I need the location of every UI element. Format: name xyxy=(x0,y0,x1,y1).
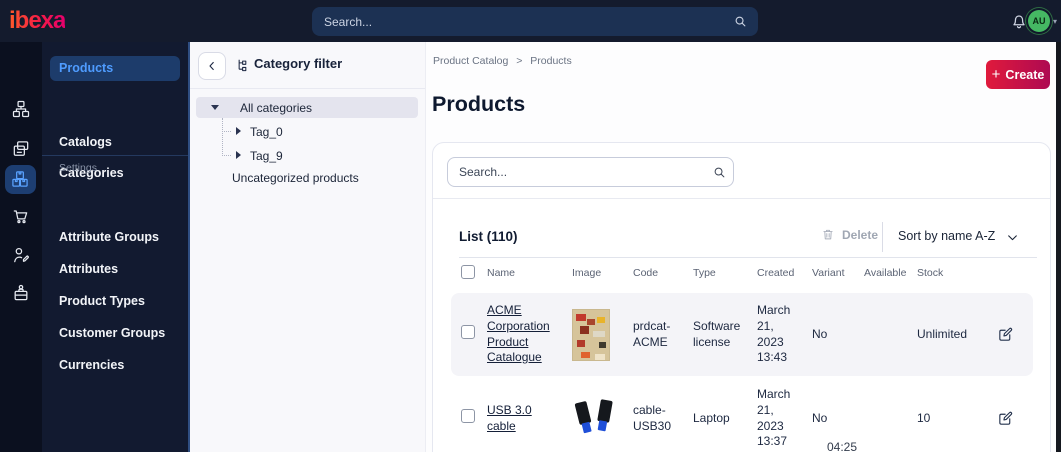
sidebar-item-products[interactable]: Products xyxy=(50,56,180,81)
column-header-available: Available xyxy=(864,267,907,280)
customers-icon[interactable] xyxy=(11,245,31,265)
search-icon xyxy=(733,14,748,29)
row-checkbox[interactable] xyxy=(461,409,475,424)
tree-item-all-categories[interactable]: All categories xyxy=(196,97,418,118)
create-button-label: Create xyxy=(1005,67,1045,82)
notifications-bell-icon[interactable] xyxy=(1009,11,1029,31)
breadcrumb-product-catalog[interactable]: Product Catalog xyxy=(433,55,509,67)
table-row: USB 3.0 cable cable-USB30 Laptop March 2… xyxy=(451,377,1033,452)
cart-icon[interactable] xyxy=(11,206,31,226)
card-divider xyxy=(433,198,1050,199)
product-code: cable-USB30 xyxy=(633,402,672,433)
column-header-image: Image xyxy=(572,267,602,280)
category-tree-icon xyxy=(236,58,250,72)
page-title: Products xyxy=(432,92,526,116)
sidebar-item-customer-groups[interactable]: Customer Groups xyxy=(59,326,166,340)
sort-dropdown[interactable]: Sort by name A-Z xyxy=(898,229,1017,243)
sidebar-menu: Products Catalogs Categories Settings At… xyxy=(42,42,190,452)
product-name-link[interactable]: USB 3.0 cable xyxy=(487,402,532,433)
sidebar-section-label: Settings xyxy=(59,162,97,174)
chevron-down-icon xyxy=(1006,231,1019,244)
search-icon xyxy=(712,165,727,180)
sidebar-item-catalogs[interactable]: Catalogs xyxy=(59,135,112,149)
product-stock: Unlimited xyxy=(917,326,968,341)
trash-icon xyxy=(821,227,835,242)
product-variant: No xyxy=(812,410,828,425)
caret-right-icon[interactable] xyxy=(236,151,241,159)
products-icon xyxy=(10,169,30,189)
toolbar-divider xyxy=(882,222,883,252)
create-button[interactable]: + Create xyxy=(986,60,1050,89)
user-menu-caret-icon[interactable]: ▾ xyxy=(1053,17,1058,26)
delete-button[interactable]: Delete xyxy=(821,227,878,242)
caret-down-icon[interactable] xyxy=(211,105,219,110)
products-list-card: List (110) Delete Sort by name A-Z xyxy=(432,142,1051,452)
list-search-input[interactable] xyxy=(447,157,734,187)
panel-divider xyxy=(190,88,425,89)
table-header-divider xyxy=(459,257,1037,258)
avatar-initials: AU xyxy=(1032,16,1046,26)
tree-guide-stub xyxy=(222,131,231,132)
sidebar-item-label: Products xyxy=(59,61,114,75)
product-thumbnail-usb-cable xyxy=(572,397,618,440)
tree-item-uncategorized-products[interactable]: Uncategorized products xyxy=(232,171,359,185)
plus-icon: + xyxy=(991,66,1001,83)
product-thumbnail-catalogue-cover xyxy=(572,308,610,361)
sidebar-divider xyxy=(42,155,188,156)
category-filter-panel: Category filter All categories Tag_0 Tag… xyxy=(190,42,425,452)
sidebar-item-categories[interactable]: Categories xyxy=(59,166,124,180)
sort-dropdown-label: Sort by name A-Z xyxy=(898,229,996,243)
collapse-panel-button[interactable] xyxy=(198,52,226,80)
product-type: Software license xyxy=(693,318,741,349)
sitemap-icon[interactable] xyxy=(11,99,31,119)
table-row: ACME Corporation Product Catalogue prdca… xyxy=(451,293,1033,376)
breadcrumb-products[interactable]: Products xyxy=(530,55,572,67)
product-stock: 10 xyxy=(917,410,931,425)
product-variant: No xyxy=(812,326,828,341)
main-content: Product Catalog > Products Products + Cr… xyxy=(425,42,1061,452)
column-header-variant: Variant xyxy=(812,267,845,280)
breadcrumb-separator: > xyxy=(516,55,523,67)
sidebar-item-currencies[interactable]: Currencies xyxy=(59,358,125,372)
table-header-row: Name Image Code Type Created Variant Ava… xyxy=(451,258,1033,290)
vertical-scrollbar[interactable] xyxy=(1056,42,1061,452)
product-code: prdcat-ACME xyxy=(633,318,671,349)
row-checkbox[interactable] xyxy=(461,325,475,340)
ibexa-logo: ibexa xyxy=(9,7,66,34)
sidebar-item-product-types[interactable]: Product Types xyxy=(59,294,145,308)
sidebar-item-attributes[interactable]: Attributes xyxy=(59,262,119,276)
products-rail-tab[interactable] xyxy=(5,165,36,194)
column-header-name: Name xyxy=(487,267,516,280)
list-heading: List (110) xyxy=(459,229,518,244)
column-header-type: Type xyxy=(693,267,716,280)
icon-rail xyxy=(0,42,42,452)
delete-button-label: Delete xyxy=(842,227,879,242)
tree-item-tag-9[interactable]: Tag_9 xyxy=(250,149,283,163)
product-created: March 21, 2023 13:43 xyxy=(757,303,791,365)
breadcrumb: Product Catalog > Products xyxy=(433,55,572,67)
global-search-input[interactable] xyxy=(312,7,758,36)
product-created: March 21, 2023 13:37 xyxy=(757,387,791,449)
edit-icon[interactable] xyxy=(997,326,1033,343)
user-avatar[interactable]: AU xyxy=(1028,10,1050,32)
caret-right-icon[interactable] xyxy=(236,127,241,135)
column-header-code: Code xyxy=(633,267,659,280)
top-bar: ibexa AU ▾ xyxy=(0,0,1061,42)
briefcase-icon[interactable] xyxy=(11,283,31,303)
product-name-link[interactable]: ACME Corporation Product Catalogue xyxy=(487,303,550,365)
column-header-created: Created xyxy=(757,267,795,280)
tree-guide-line xyxy=(222,118,223,156)
tree-item-tag-0[interactable]: Tag_0 xyxy=(250,125,283,139)
select-all-checkbox[interactable] xyxy=(461,264,475,279)
pages-icon[interactable] xyxy=(11,139,31,159)
product-type: Laptop xyxy=(693,410,730,425)
category-filter-title: Category filter xyxy=(254,56,343,71)
edit-icon[interactable] xyxy=(997,410,1033,427)
sidebar-item-attribute-groups[interactable]: Attribute Groups xyxy=(59,230,159,244)
tree-item-label: All categories xyxy=(240,101,313,115)
partial-row-created-time: 04:25 xyxy=(827,440,858,452)
tree-guide-stub xyxy=(222,155,231,156)
column-header-stock: Stock xyxy=(917,267,944,280)
